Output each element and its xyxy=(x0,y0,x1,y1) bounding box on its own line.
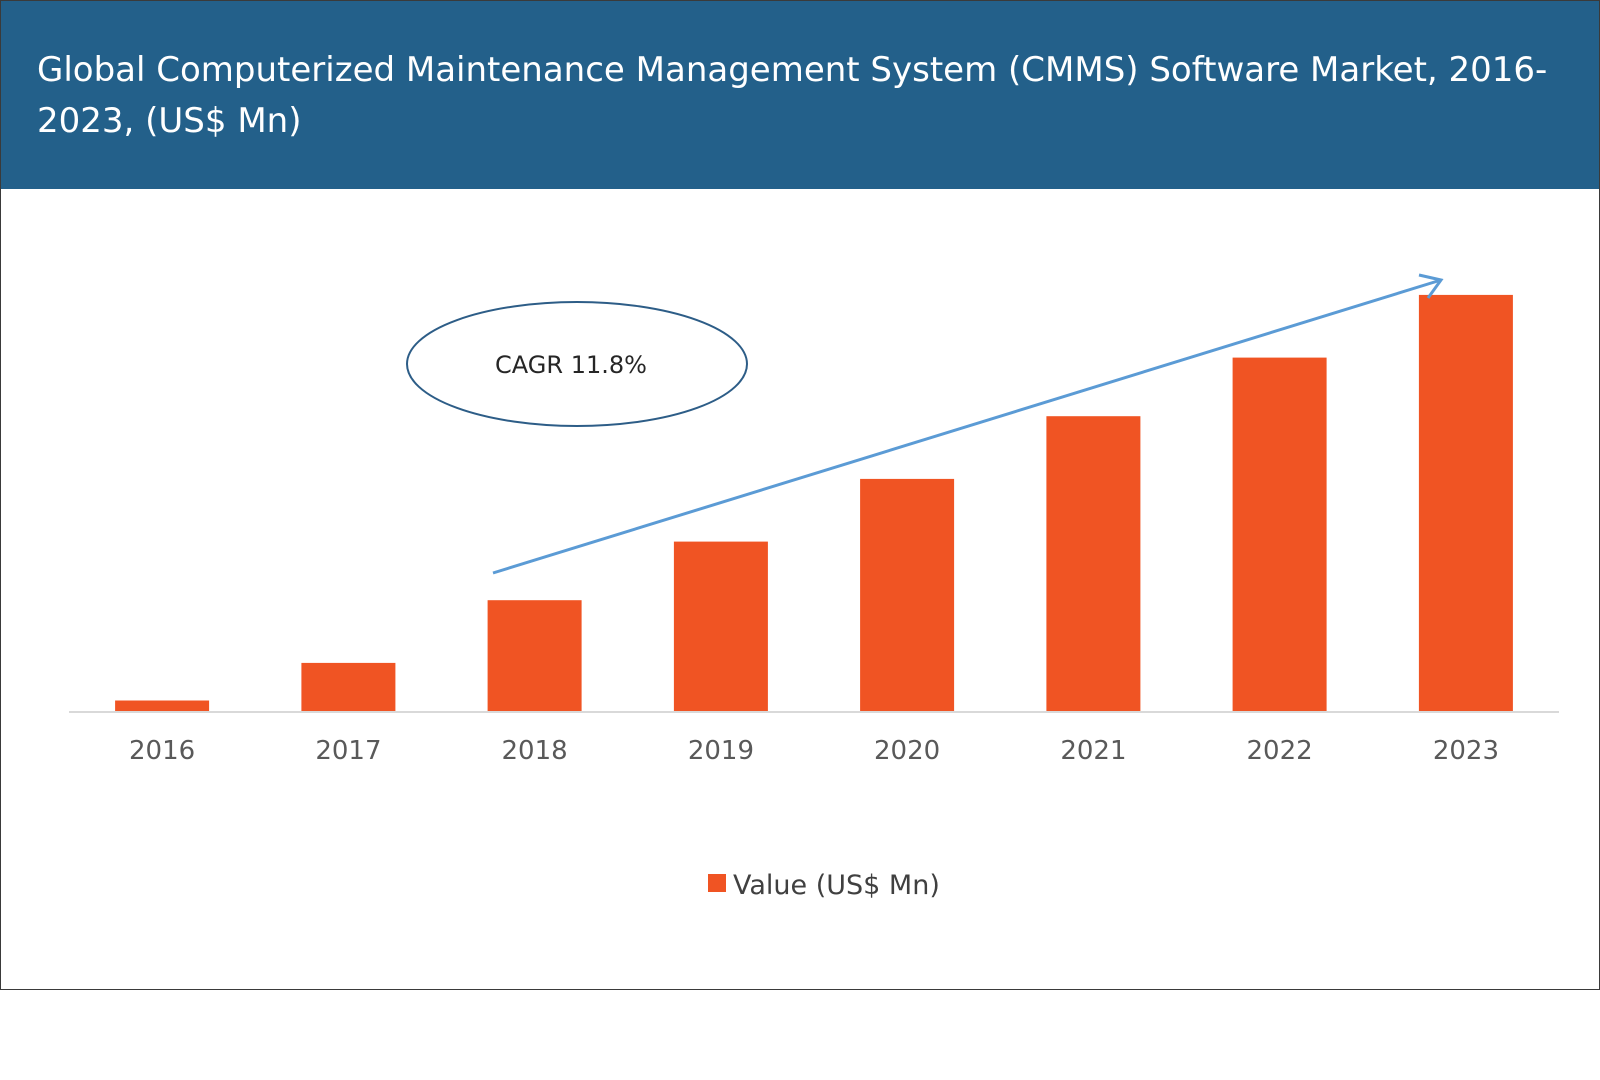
x-tick-label: 2018 xyxy=(502,736,568,766)
chart-figure: Global Computerized Maintenance Manageme… xyxy=(0,0,1600,990)
bar-series xyxy=(115,294,1513,711)
title-banner: Global Computerized Maintenance Manageme… xyxy=(1,1,1599,189)
x-axis-ticks: 2016 2017 2018 2019 2020 2021 2022 2023 xyxy=(129,736,1499,766)
x-tick-label: 2023 xyxy=(1433,736,1499,766)
x-tick-label: 2021 xyxy=(1060,736,1126,766)
legend-swatch xyxy=(708,874,726,892)
chart-title: Global Computerized Maintenance Manageme… xyxy=(37,50,1548,141)
bar-2017 xyxy=(301,662,396,711)
x-tick-label: 2020 xyxy=(874,736,940,766)
cagr-label: CAGR 11.8% xyxy=(495,351,647,379)
x-tick-label: 2016 xyxy=(129,736,195,766)
bar-2019 xyxy=(673,541,768,711)
bar-2021 xyxy=(1046,416,1141,711)
bar-2020 xyxy=(860,478,955,711)
bar-2022 xyxy=(1232,357,1327,711)
bar-2023 xyxy=(1418,294,1513,711)
x-tick-label: 2019 xyxy=(688,736,754,766)
x-tick-label: 2017 xyxy=(315,736,381,766)
trend-arrow xyxy=(492,273,1444,575)
legend-label: Value (US$ Mn) xyxy=(733,870,940,901)
chart-plot: 2016 2017 2018 2019 2020 2021 2022 2023 CAGR 11… xyxy=(69,273,1559,901)
legend: Value (US$ Mn) xyxy=(708,870,940,901)
bar-2018 xyxy=(487,600,582,711)
cagr-ellipse xyxy=(406,301,748,427)
bar-2016 xyxy=(115,700,210,711)
x-tick-label: 2022 xyxy=(1247,736,1313,766)
